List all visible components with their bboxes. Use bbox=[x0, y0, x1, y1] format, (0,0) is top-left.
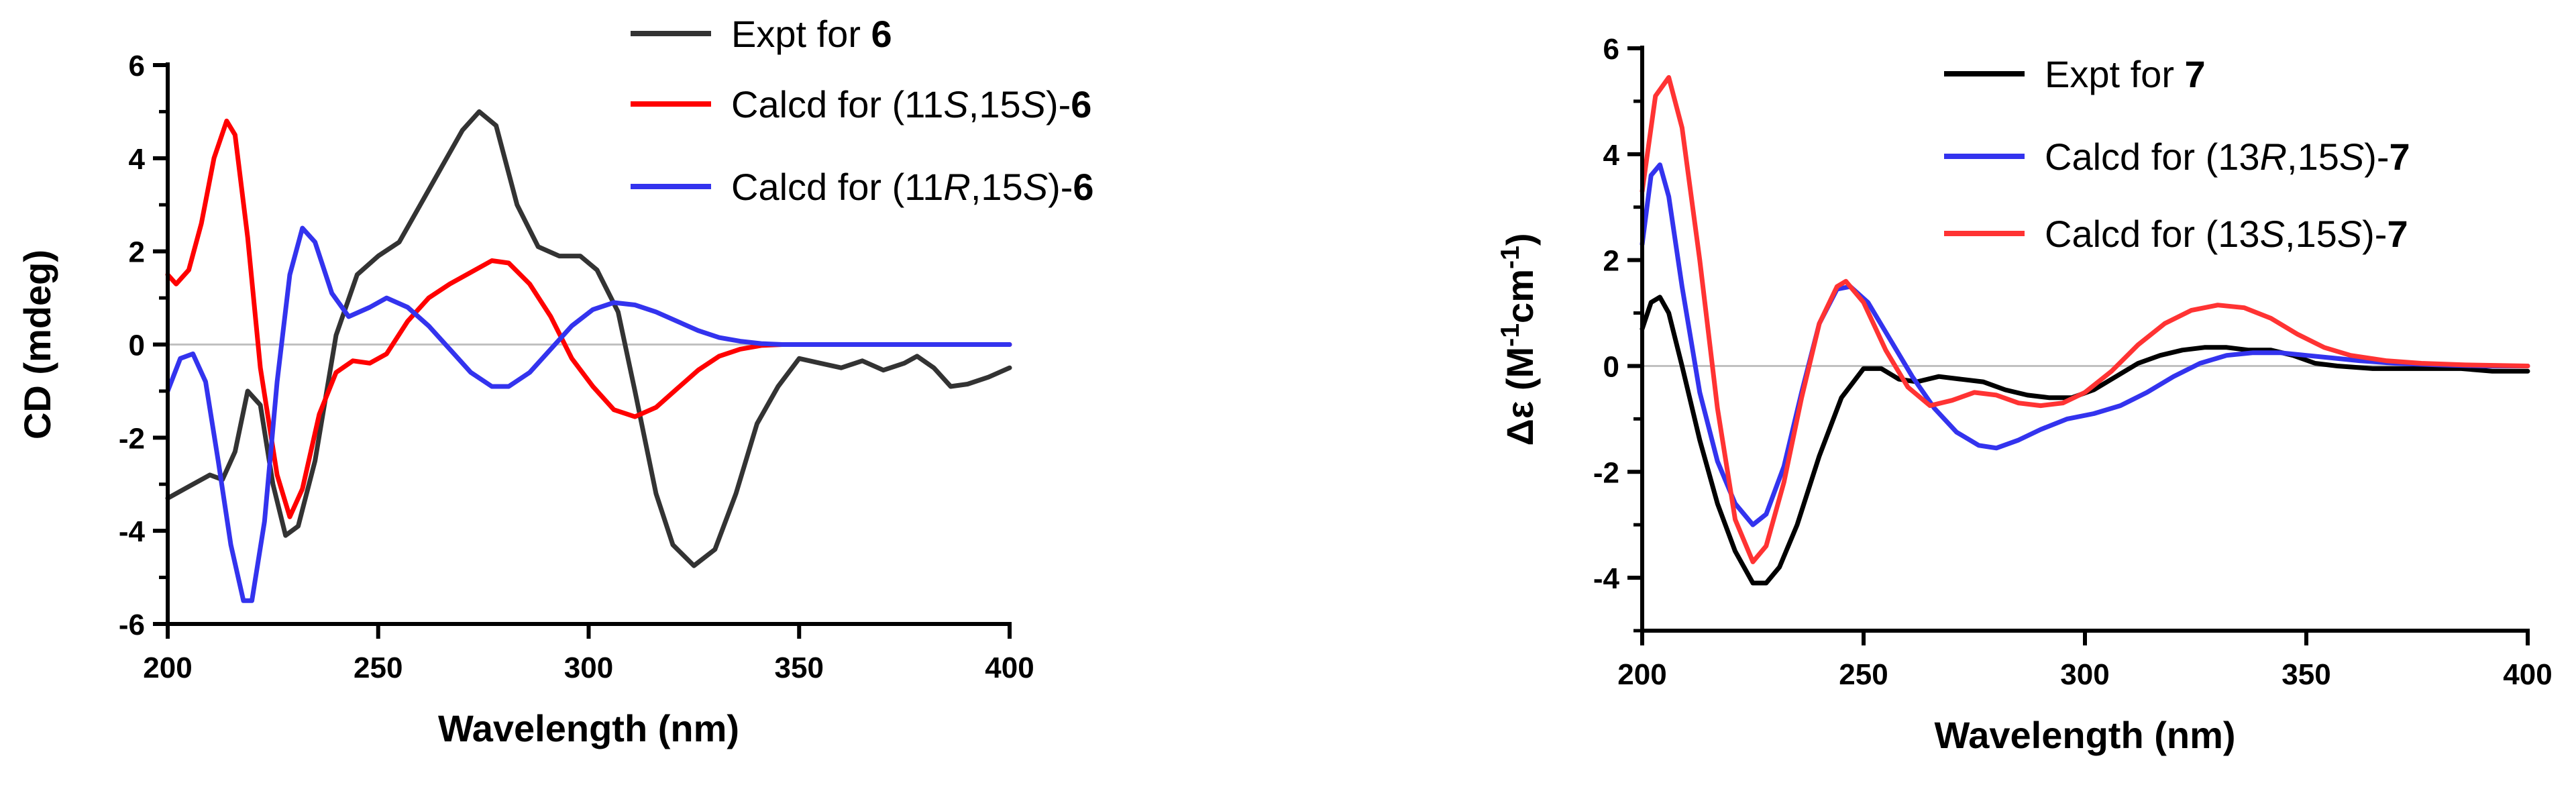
text-part: ) bbox=[1499, 233, 1541, 246]
y-tick-label: -6 bbox=[119, 609, 145, 641]
y-tick-label: 0 bbox=[129, 329, 145, 362]
text-part: R bbox=[2260, 136, 2287, 178]
text-part: Expt for bbox=[2045, 53, 2185, 95]
y-tick-label: -4 bbox=[1593, 562, 1620, 595]
y-tick-label: 2 bbox=[129, 236, 145, 269]
text-part: Expt for bbox=[731, 13, 871, 55]
series-line bbox=[1640, 162, 2530, 527]
text-part: )- bbox=[1048, 166, 1073, 208]
text-part: 6 bbox=[1073, 166, 1093, 208]
text-part: 6 bbox=[1071, 83, 1091, 125]
text-part: -1 bbox=[1496, 246, 1525, 269]
y-tick-label: 0 bbox=[1603, 350, 1619, 383]
x-tick-label: 350 bbox=[2282, 658, 2330, 691]
text-part: Calcd for (13 bbox=[2045, 136, 2260, 178]
x-tick-label: 400 bbox=[985, 651, 1034, 684]
x-tick-label: 350 bbox=[775, 651, 824, 684]
y-tick-label: -2 bbox=[119, 422, 145, 455]
y-axis-title: Δε (M-1cm-1) bbox=[1496, 233, 1542, 446]
text-part: ,15 bbox=[969, 83, 1021, 125]
text-part: Calcd for (11 bbox=[731, 166, 943, 208]
y-tick-label: -4 bbox=[119, 515, 146, 548]
text-part: )- bbox=[2362, 213, 2387, 255]
text-part: S bbox=[2260, 213, 2285, 255]
y-axis-title: CD (mdeg) bbox=[16, 250, 58, 439]
text-part: 7 bbox=[2387, 213, 2408, 255]
text-part: Δε (M bbox=[1499, 347, 1541, 446]
text-part: R bbox=[943, 166, 970, 208]
x-tick-label: 300 bbox=[564, 651, 613, 684]
text-part: cm bbox=[1499, 269, 1541, 323]
text-part: )- bbox=[2364, 136, 2389, 178]
legend-entry: Expt for 7 bbox=[2045, 53, 2206, 95]
legend-entry: Calcd for (13S,15S)-7 bbox=[2045, 213, 2408, 255]
series-line bbox=[165, 109, 1012, 568]
x-tick-label: 250 bbox=[354, 651, 402, 684]
y-tick-label: 2 bbox=[1603, 245, 1619, 278]
text-part: S bbox=[2337, 213, 2362, 255]
y-tick-label: 6 bbox=[1603, 33, 1619, 66]
x-tick-label: 200 bbox=[143, 651, 192, 684]
x-axis-title: Wavelength (nm) bbox=[1934, 714, 2235, 756]
text-part: 6 bbox=[871, 13, 892, 55]
text-part: S bbox=[2339, 136, 2364, 178]
x-tick-label: 250 bbox=[1839, 658, 1888, 691]
legend-entry: Calcd for (13R,15S)-7 bbox=[2045, 136, 2410, 178]
y-tick-label: 4 bbox=[1603, 139, 1620, 172]
series-line bbox=[165, 225, 1012, 603]
x-tick-label: 400 bbox=[2503, 658, 2552, 691]
x-axis-title: Wavelength (nm) bbox=[438, 707, 739, 749]
text-part: Calcd for (13 bbox=[2045, 213, 2260, 255]
text-part: Calcd for (11 bbox=[731, 83, 943, 125]
text-part: S bbox=[1023, 166, 1048, 208]
x-tick-label: 300 bbox=[2060, 658, 2109, 691]
text-part: ,15 bbox=[2285, 213, 2337, 255]
legend-entry: Calcd for (11R,15S)-6 bbox=[731, 166, 1094, 208]
y-tick-label: 4 bbox=[129, 143, 146, 176]
text-part: 7 bbox=[2185, 53, 2206, 95]
legend-entry: Expt for 6 bbox=[731, 13, 892, 55]
series-line bbox=[1640, 295, 2530, 586]
text-part: 7 bbox=[2390, 136, 2410, 178]
y-tick-label: 6 bbox=[129, 50, 145, 83]
text-part: -1 bbox=[1496, 323, 1525, 347]
cd-spectrum-compound-7: 200 250 300 350 400 6 4 2 0 -2 -4 Wavelength (nm) Δε… bbox=[1496, 33, 2553, 756]
series-line bbox=[165, 118, 1012, 519]
series-line bbox=[1640, 74, 2530, 564]
legend-entry: Calcd for (11S,15S)-6 bbox=[731, 83, 1091, 125]
text-part: )- bbox=[1046, 83, 1071, 125]
cd-spectrum-compound-6: 200 250 300 350 400 6 4 2 0 -2 -4 -6 Wavelength (nm)… bbox=[16, 13, 1094, 749]
text-part: ,15 bbox=[971, 166, 1023, 208]
text-part: ,15 bbox=[2287, 136, 2339, 178]
text-part: S bbox=[1021, 83, 1046, 125]
x-tick-label: 200 bbox=[1617, 658, 1666, 691]
text-part: S bbox=[943, 83, 968, 125]
y-tick-label: -2 bbox=[1593, 456, 1619, 489]
